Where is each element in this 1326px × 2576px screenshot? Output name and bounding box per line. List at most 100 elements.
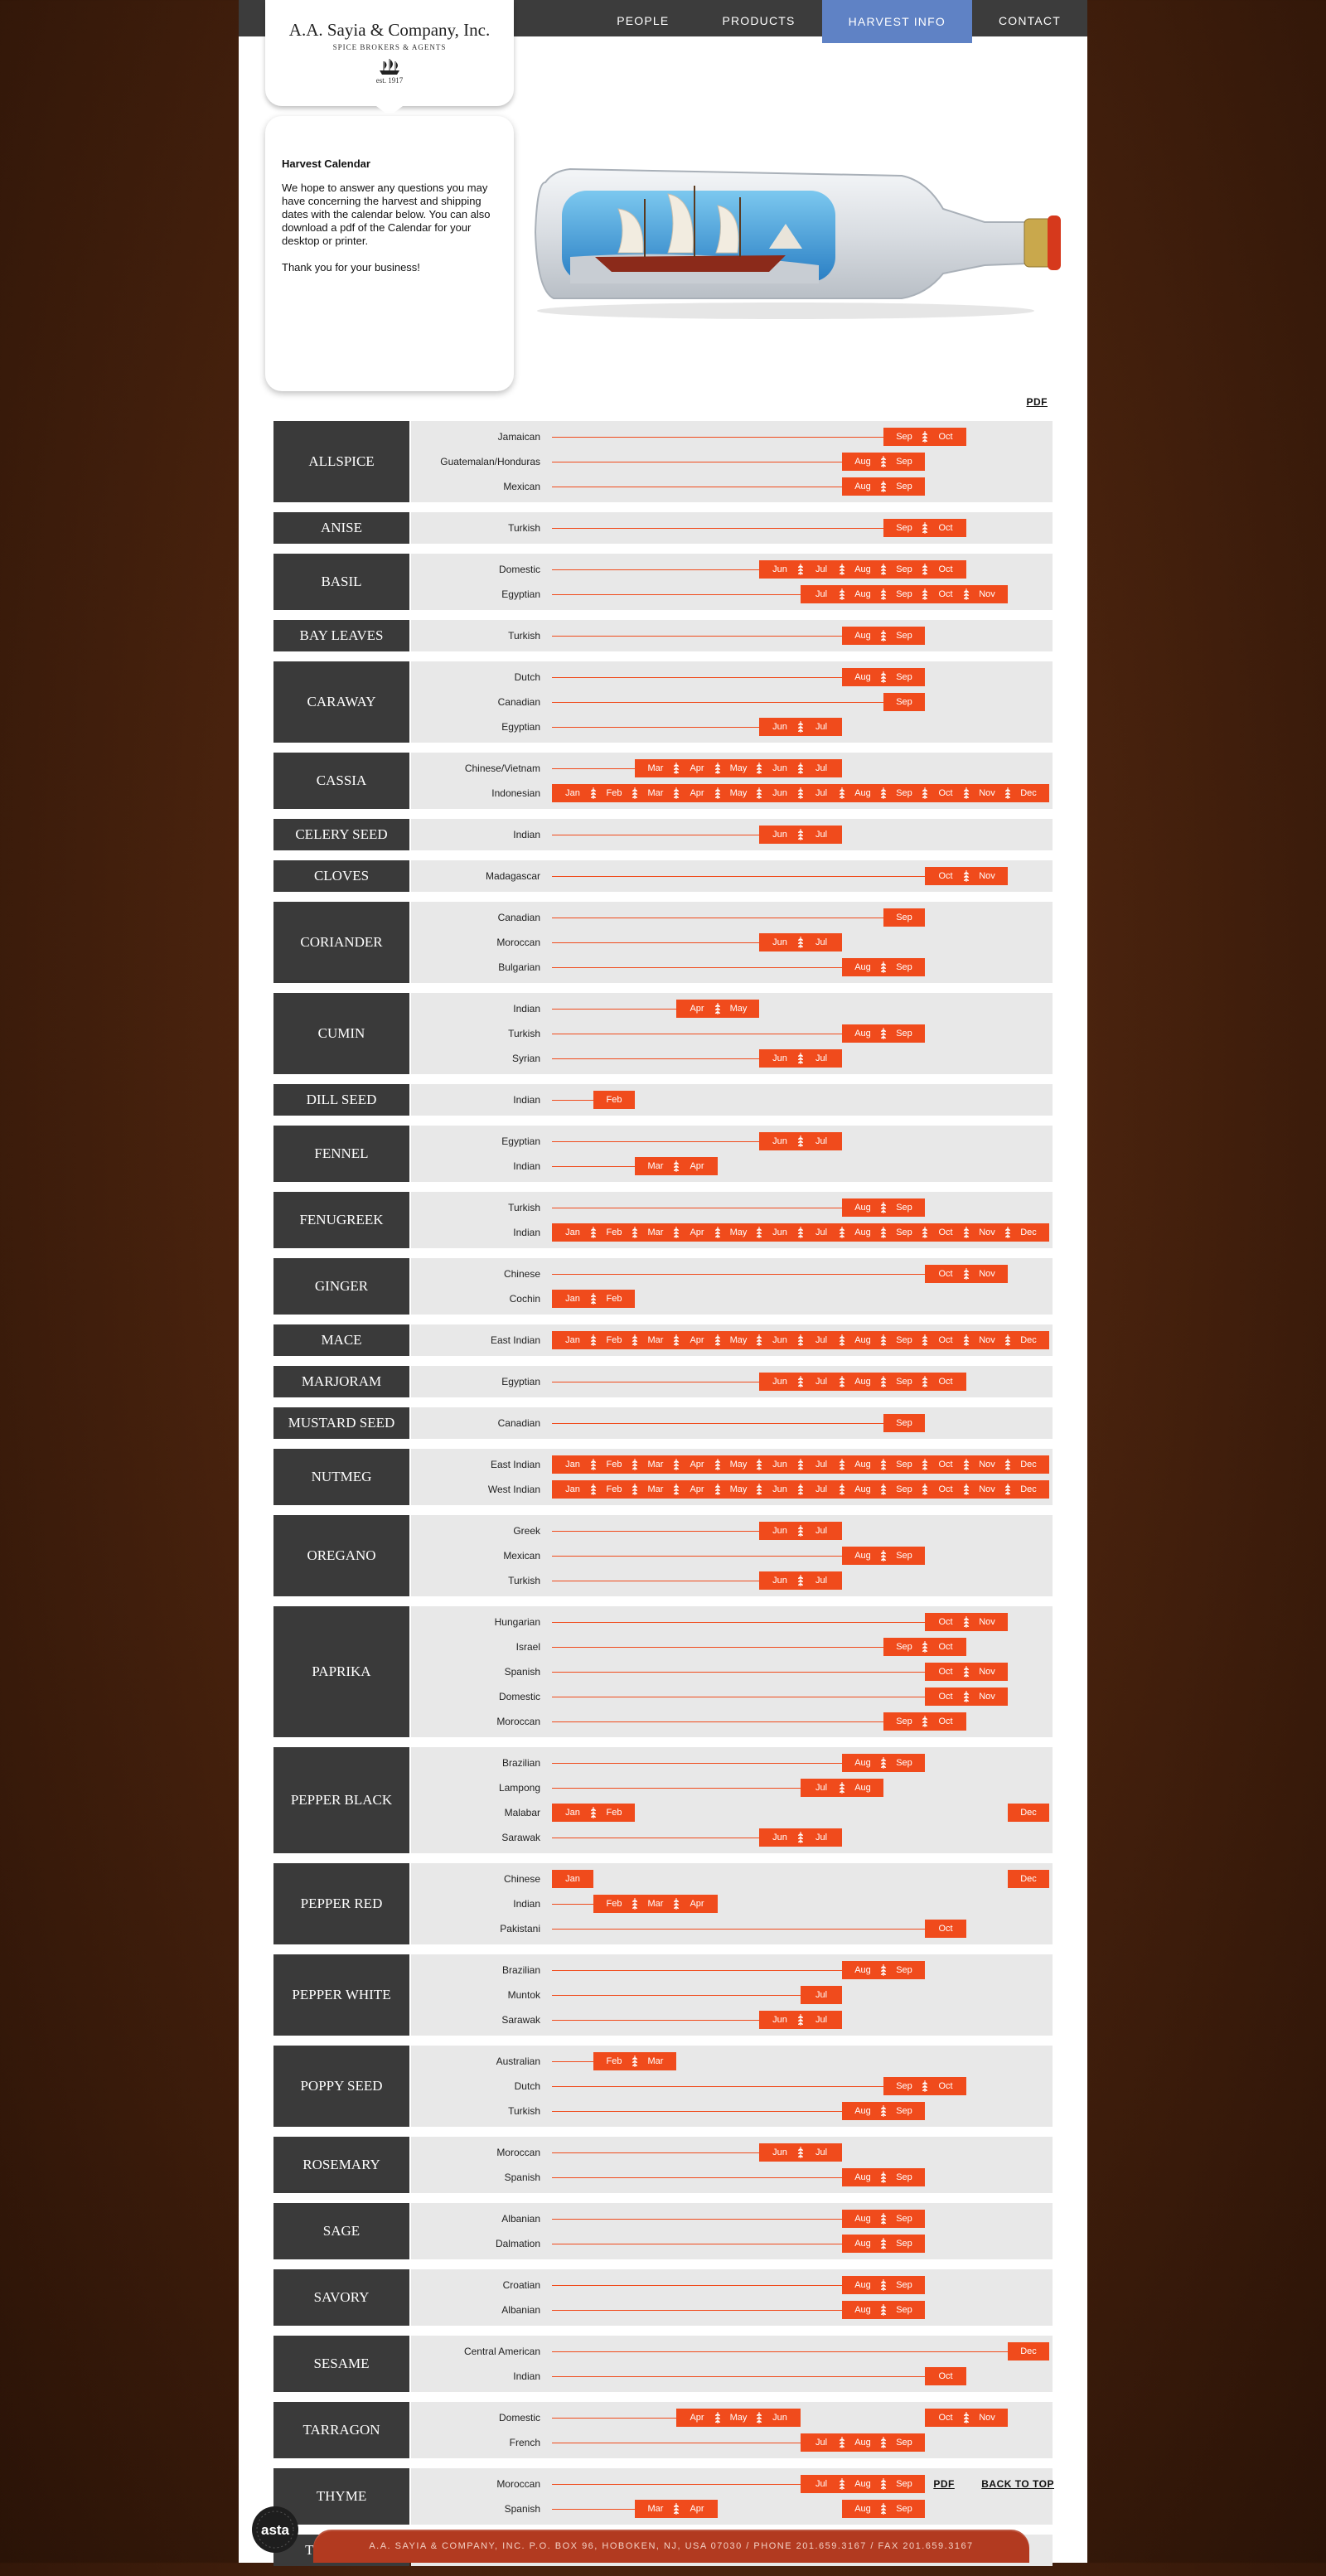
pdf-download-link-bottom[interactable]: PDF — [933, 2478, 955, 2490]
month-label: Oct — [938, 432, 953, 442]
wheat-icon — [713, 787, 723, 800]
harvest-row: East Indian Jan Feb Mar Apr May Jun Jul Aug Sep Oc… — [411, 1328, 1053, 1353]
wheat-icon — [1003, 1226, 1013, 1239]
spice-rows: Moroccan Jul Aug Sep Spanish Mar Apr Aug Sep — [411, 2468, 1053, 2525]
origin-label: Moroccan — [496, 2478, 540, 2490]
wheat-icon — [878, 1334, 888, 1347]
wheat-icon — [837, 1483, 847, 1496]
month-label: Sep — [896, 788, 912, 798]
spice-rows: Greek Jun Jul Mexican Aug Sep Turkish Jun Jul — [411, 1515, 1053, 1596]
month-label: Aug — [854, 2239, 871, 2249]
origin-label: Hungarian — [494, 1616, 540, 1628]
spice-name: SAGE — [273, 2203, 409, 2259]
spice-block: CORIANDER Canadian Sep Moroccan Jun Jul Bulgar… — [273, 902, 1053, 983]
origin-label: Indian — [513, 1160, 540, 1172]
month-label: Dec — [1020, 1484, 1037, 1494]
wheat-icon — [588, 1334, 598, 1347]
spice-block: THYME Moroccan Jul Aug Sep Spanish Mar Apr Aug Se… — [273, 2468, 1053, 2525]
spice-block: TARRAGON Domestic Apr May Jun Oct Nov French Jul… — [273, 2402, 1053, 2458]
month-label: Jun — [772, 1335, 787, 1345]
spice-rows: Chinese Jan Dec Indian Feb Mar Apr Pakistani Oct — [411, 1863, 1053, 1944]
spice-name: FENUGREEK — [273, 1192, 409, 1248]
month-label: Jun — [772, 2413, 787, 2423]
wheat-icon — [671, 1226, 681, 1239]
origin-label: Albanian — [501, 2213, 540, 2225]
origin-label: Pakistani — [500, 1923, 540, 1934]
harvest-row: Indian Feb — [411, 1087, 1053, 1112]
spice-name: NUTMEG — [273, 1449, 409, 1505]
wheat-icon — [961, 869, 971, 883]
back-to-top-link[interactable]: BACK TO TOP — [981, 2478, 1054, 2490]
month-label: Mar — [647, 1899, 664, 1909]
month-label: Jul — [815, 2479, 828, 2489]
origin-label: Indian — [513, 1227, 540, 1238]
wheat-icon — [961, 1334, 971, 1347]
month-label: Aug — [854, 672, 871, 682]
origin-label: Turkish — [508, 2105, 540, 2117]
wheat-icon — [588, 1226, 598, 1239]
spice-name: CELERY SEED — [273, 819, 409, 850]
spice-block: PEPPER BLACK Brazilian Aug Sep Lampong Jul Aug… — [273, 1747, 1053, 1853]
month-label: Sep — [896, 1029, 912, 1039]
wheat-icon — [754, 1334, 764, 1347]
spice-name: PEPPER RED — [273, 1863, 409, 1944]
timeline-line — [552, 437, 883, 438]
nav-contact[interactable]: CONTACT — [998, 14, 1061, 27]
harvest-row: Mexican Aug Sep — [411, 1543, 1053, 1568]
logo[interactable]: A.A. Sayia & Company, Inc. SPICE BROKERS… — [265, 0, 514, 116]
month-label: Aug — [854, 1783, 871, 1793]
nav-products[interactable]: PRODUCTS — [722, 14, 796, 27]
pdf-link-label: PDF — [1026, 396, 1048, 408]
month-label: Feb — [606, 1460, 622, 1470]
month-label: Oct — [938, 1924, 953, 1934]
harvest-period: Oct Nov — [925, 2409, 1008, 2427]
month-label: Aug — [854, 2305, 871, 2315]
timeline-line — [552, 2061, 593, 2062]
nav-harvest-info[interactable]: HARVEST INFO — [821, 0, 972, 43]
month-label: Sep — [896, 697, 912, 707]
month-label: Jun — [772, 1053, 787, 1063]
spice-name: CARAWAY — [273, 661, 409, 743]
month-label: Jan — [565, 1227, 580, 1237]
wheat-icon — [878, 1201, 888, 1214]
spice-rows: Moroccan Jun Jul Spanish Aug Sep — [411, 2137, 1053, 2193]
wheat-icon — [878, 787, 888, 800]
origin-label: Jamaican — [497, 431, 540, 443]
wheat-icon — [713, 1226, 723, 1239]
month-label: Jul — [815, 1990, 828, 2000]
month-label: Apr — [690, 763, 704, 773]
harvest-row: Indian Jan Feb Mar Apr May Jun Jul Aug Sep Oct Nov D… — [411, 1220, 1053, 1245]
wheat-icon — [588, 1458, 598, 1471]
harvest-period: Jan Feb Mar Apr May Jun Jul Aug Sep Oct Nov Dec — [552, 784, 1049, 802]
harvest-row: Spanish Aug Sep — [411, 2165, 1053, 2190]
intro-paragraph: We hope to answer any questions you may … — [282, 182, 491, 247]
month-label: Sep — [896, 913, 912, 922]
timeline-line — [552, 2376, 925, 2377]
harvest-row: Indian Jun Jul — [411, 822, 1053, 847]
month-label: Oct — [938, 1460, 953, 1470]
timeline-line — [552, 2177, 842, 2178]
wheat-icon — [961, 1615, 971, 1629]
month-label: Aug — [854, 1377, 871, 1387]
harvest-row: Spanish Mar Apr Aug Sep — [411, 2496, 1053, 2521]
month-label: Jul — [815, 1576, 828, 1586]
spice-block: OREGANO Greek Jun Jul Mexican Aug Sep Turkish Ju… — [273, 1515, 1053, 1596]
wheat-icon — [588, 787, 598, 800]
month-label: Nov — [979, 788, 995, 798]
wheat-icon — [878, 2436, 888, 2449]
harvest-row: West Indian Jan Feb Mar Apr May Jun Jul Aug Sep Oc… — [411, 1477, 1053, 1502]
spice-name: PEPPER BLACK — [273, 1747, 409, 1853]
pdf-download-link-top[interactable]: PDF — [1027, 395, 1048, 409]
nav-people[interactable]: PEOPLE — [617, 14, 670, 27]
origin-label: Bulgarian — [498, 961, 540, 973]
month-label: Oct — [938, 1617, 953, 1627]
harvest-period: Sep Oct — [883, 2077, 966, 2095]
spice-rows: East Indian Jan Feb Mar Apr May Jun Jul Aug Sep Oc… — [411, 1449, 1053, 1505]
month-label: Jun — [772, 1377, 787, 1387]
wheat-icon — [961, 1458, 971, 1471]
month-label: Apr — [690, 1335, 704, 1345]
month-label: Feb — [606, 1484, 622, 1494]
month-label: Feb — [606, 788, 622, 798]
harvest-period: Jun Jul — [759, 1828, 842, 1847]
wheat-icon — [754, 1458, 764, 1471]
